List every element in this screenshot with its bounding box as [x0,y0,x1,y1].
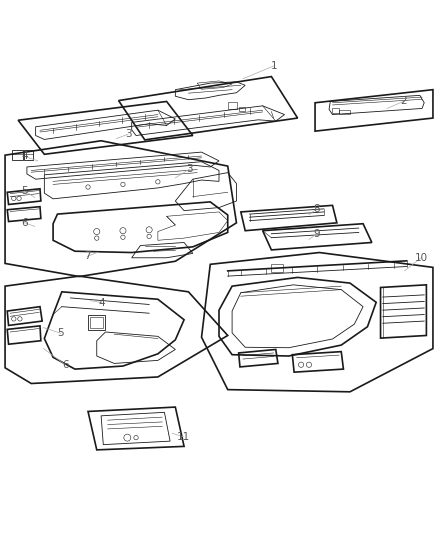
Bar [88,314,106,330]
Text: 7: 7 [84,252,91,262]
Text: 5: 5 [21,186,28,196]
Text: 8: 8 [313,204,320,214]
Text: 9: 9 [313,229,320,239]
Bar [24,150,33,159]
Text: 4: 4 [99,298,105,308]
Text: 3: 3 [125,129,131,139]
Text: 6: 6 [21,218,28,228]
Text: 11: 11 [177,432,190,442]
Bar [12,150,22,159]
Text: 10: 10 [415,253,428,263]
Text: 3: 3 [186,164,193,174]
Bar [228,102,237,109]
Text: 1: 1 [271,61,278,71]
Text: 6: 6 [62,360,69,370]
Text: 5: 5 [58,328,64,338]
Text: 2: 2 [400,96,406,107]
Bar [90,317,103,328]
Bar [272,264,283,272]
Bar [339,110,350,114]
Bar [239,107,245,111]
Text: 4: 4 [21,151,28,161]
Bar [332,108,339,113]
